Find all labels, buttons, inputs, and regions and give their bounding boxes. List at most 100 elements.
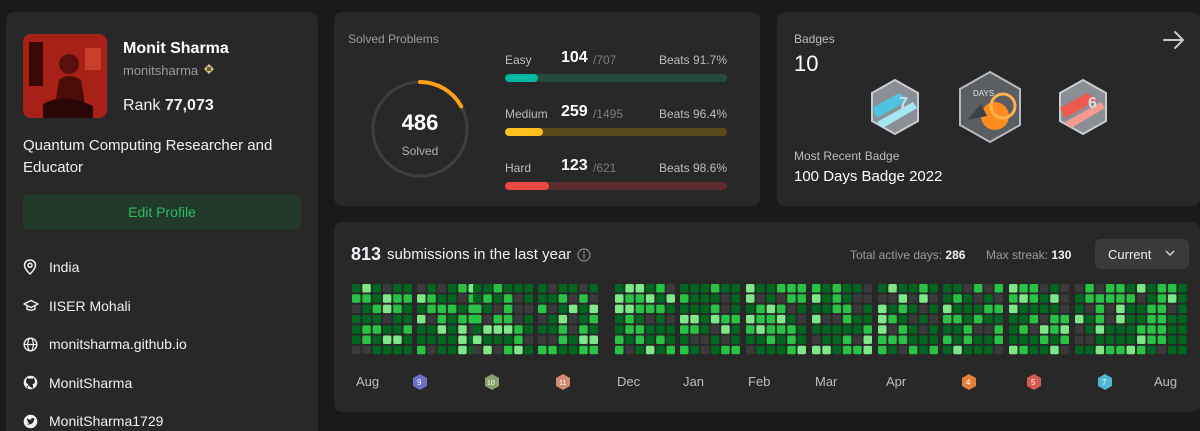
heatmap-cell[interactable] bbox=[898, 345, 908, 355]
heatmap-cell[interactable] bbox=[1075, 325, 1084, 334]
heatmap-cell[interactable] bbox=[1019, 325, 1028, 334]
heatmap-cell[interactable] bbox=[352, 304, 361, 314]
heatmap-cell[interactable] bbox=[352, 325, 361, 334]
heatmap-cell[interactable] bbox=[403, 294, 413, 303]
heatmap-cell[interactable] bbox=[382, 284, 392, 293]
heatmap-cell[interactable] bbox=[538, 325, 547, 334]
heatmap-cell[interactable] bbox=[1095, 294, 1105, 303]
heatmap-cell[interactable] bbox=[756, 325, 765, 334]
heatmap-cell[interactable] bbox=[589, 345, 599, 355]
heatmap-cell[interactable] bbox=[656, 314, 665, 324]
heatmap-cell[interactable] bbox=[994, 314, 1004, 324]
heatmap-cell[interactable] bbox=[1085, 314, 1094, 324]
heatmap-cell[interactable] bbox=[427, 304, 436, 314]
heatmap-cell[interactable] bbox=[710, 325, 720, 334]
heatmap-cell[interactable] bbox=[746, 335, 755, 345]
heatmap-cell[interactable] bbox=[514, 294, 523, 303]
heatmap-cell[interactable] bbox=[878, 304, 887, 314]
heatmap-cell[interactable] bbox=[656, 345, 665, 355]
website-link[interactable]: monitsharma.github.io bbox=[49, 336, 187, 353]
heatmap-cell[interactable] bbox=[1178, 314, 1187, 324]
heatmap-cell[interactable] bbox=[863, 335, 873, 345]
heatmap-cell[interactable] bbox=[878, 314, 887, 324]
heatmap-cell[interactable] bbox=[538, 294, 547, 303]
heatmap-cell[interactable] bbox=[1178, 304, 1187, 314]
heatmap-cell[interactable] bbox=[746, 325, 755, 334]
heatmap-cell[interactable] bbox=[680, 304, 689, 314]
heatmap-cell[interactable] bbox=[538, 284, 547, 293]
heatmap-cell[interactable] bbox=[393, 325, 402, 334]
heatmap-cell[interactable] bbox=[822, 314, 831, 324]
heatmap-cell[interactable] bbox=[1147, 335, 1156, 345]
heatmap-cell[interactable] bbox=[721, 325, 730, 334]
heatmap-cell[interactable] bbox=[1039, 325, 1049, 334]
heatmap-cell[interactable] bbox=[458, 284, 467, 293]
heatmap-cell[interactable] bbox=[493, 314, 503, 324]
heatmap-cell[interactable] bbox=[822, 284, 831, 293]
heatmap-cell[interactable] bbox=[908, 294, 918, 303]
heatmap-cell[interactable] bbox=[1157, 335, 1167, 345]
heatmap-cell[interactable] bbox=[568, 294, 578, 303]
heatmap-cell[interactable] bbox=[984, 304, 993, 314]
heatmap-cell[interactable] bbox=[919, 314, 928, 324]
heatmap-cell[interactable] bbox=[888, 284, 897, 293]
heatmap-cell[interactable] bbox=[797, 304, 807, 314]
heatmap-cell[interactable] bbox=[362, 325, 371, 334]
heatmap-cell[interactable] bbox=[776, 304, 786, 314]
heatmap-cell[interactable] bbox=[756, 345, 765, 355]
heatmap-cell[interactable] bbox=[812, 325, 821, 334]
heatmap-cell[interactable] bbox=[919, 304, 928, 314]
heatmap-cell[interactable] bbox=[710, 284, 720, 293]
heatmap-cell[interactable] bbox=[746, 345, 755, 355]
heatmap-cell[interactable] bbox=[963, 325, 973, 334]
heatmap-cell[interactable] bbox=[797, 325, 807, 334]
heatmap-cell[interactable] bbox=[1050, 335, 1059, 345]
arrow-right-icon[interactable] bbox=[1163, 30, 1185, 50]
heatmap-cell[interactable] bbox=[524, 294, 534, 303]
heatmap-cell[interactable] bbox=[680, 335, 689, 345]
heatmap-cell[interactable] bbox=[963, 335, 973, 345]
heatmap-cell[interactable] bbox=[1105, 345, 1115, 355]
heatmap-cell[interactable] bbox=[1085, 335, 1094, 345]
heatmap-cell[interactable] bbox=[766, 314, 776, 324]
heatmap-cell[interactable] bbox=[1167, 325, 1177, 334]
heatmap-cell[interactable] bbox=[898, 335, 908, 345]
edit-profile-button[interactable]: Edit Profile bbox=[23, 194, 301, 230]
heatmap-cell[interactable] bbox=[656, 304, 665, 314]
heatmap-cell[interactable] bbox=[568, 314, 578, 324]
may-monthly-badge-icon[interactable]: 5 bbox=[1025, 373, 1043, 391]
heatmap-cell[interactable] bbox=[963, 284, 973, 293]
heatmap-cell[interactable] bbox=[898, 294, 908, 303]
heatmap-cell[interactable] bbox=[797, 314, 807, 324]
heatmap-cell[interactable] bbox=[372, 335, 382, 345]
heatmap-cell[interactable] bbox=[615, 284, 624, 293]
heatmap-cell[interactable] bbox=[666, 345, 676, 355]
heatmap-cell[interactable] bbox=[1137, 284, 1146, 293]
heatmap-cell[interactable] bbox=[731, 345, 741, 355]
heatmap-cell[interactable] bbox=[558, 345, 568, 355]
heatmap-cell[interactable] bbox=[503, 335, 513, 345]
heatmap-cell[interactable] bbox=[1095, 325, 1105, 334]
avatar[interactable] bbox=[23, 34, 107, 118]
heatmap-cell[interactable] bbox=[842, 294, 852, 303]
heatmap-cell[interactable] bbox=[548, 325, 557, 334]
heatmap-cell[interactable] bbox=[690, 335, 699, 345]
heatmap-cell[interactable] bbox=[524, 325, 534, 334]
heatmap-cell[interactable] bbox=[812, 284, 821, 293]
heatmap-cell[interactable] bbox=[393, 304, 402, 314]
heatmap-cell[interactable] bbox=[372, 325, 382, 334]
heatmap-cell[interactable] bbox=[953, 325, 962, 334]
heatmap-cell[interactable] bbox=[888, 294, 897, 303]
heatmap-cell[interactable] bbox=[447, 314, 457, 324]
heatmap-cell[interactable] bbox=[666, 294, 676, 303]
heatmap-cell[interactable] bbox=[888, 325, 897, 334]
heatmap-cell[interactable] bbox=[615, 294, 624, 303]
heatmap-cell[interactable] bbox=[787, 314, 796, 324]
heatmap-cell[interactable] bbox=[853, 325, 862, 334]
heatmap-cell[interactable] bbox=[973, 304, 983, 314]
heatmap-cell[interactable] bbox=[666, 304, 676, 314]
heatmap-cell[interactable] bbox=[635, 294, 645, 303]
heatmap-cell[interactable] bbox=[888, 304, 897, 314]
heatmap-cell[interactable] bbox=[908, 304, 918, 314]
heatmap-cell[interactable] bbox=[908, 335, 918, 345]
